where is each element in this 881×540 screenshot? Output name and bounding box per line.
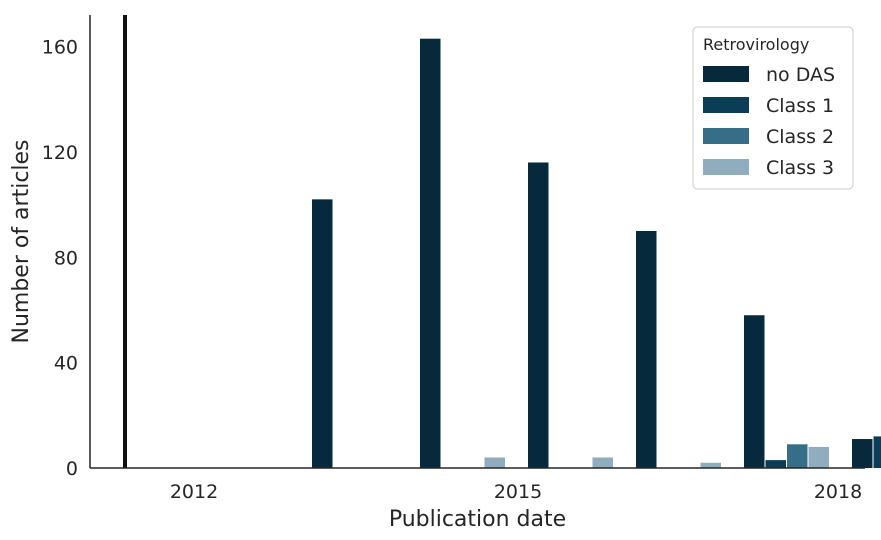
- bars-group: [312, 38, 881, 468]
- y-tick-label: 40: [54, 353, 78, 375]
- y-tick-label: 80: [54, 247, 78, 269]
- legend-items: no DAS Class 1 Class 2 Class 3: [703, 64, 835, 179]
- bar-no-das-2016: [636, 230, 657, 468]
- legend-swatch-class-1: [703, 97, 749, 113]
- legend-label-class-3: Class 3: [766, 157, 834, 179]
- bar-class-3-2016: [700, 462, 721, 468]
- legend-swatch-class-2: [703, 128, 749, 144]
- bar-class-1-2018: [873, 436, 881, 468]
- bar-no-das-2013: [312, 199, 333, 468]
- bar-no-das-2018: [852, 439, 873, 468]
- bar-class-1-2017: [765, 460, 786, 468]
- y-tick-label: 160: [42, 37, 78, 59]
- legend: Retrovirology no DAS Class 1 Class 2 Class …: [692, 26, 854, 190]
- y-tick-labels: 0 40 80 120 160: [42, 37, 78, 480]
- bar-class-3-2017: [808, 446, 829, 468]
- legend-label-class-2: Class 2: [766, 126, 834, 148]
- bar-class-3-2015: [592, 457, 613, 468]
- bar-class-3-2014: [484, 457, 505, 468]
- bar-no-das-2015: [528, 162, 549, 468]
- legend-title: Retrovirology: [703, 35, 809, 54]
- y-tick-label: 120: [42, 142, 78, 164]
- bar-no-das-2017: [744, 315, 765, 468]
- x-axis-label: Publication date: [389, 507, 566, 532]
- legend-swatch-class-3: [703, 159, 749, 175]
- x-tick-label: 2012: [170, 481, 218, 503]
- y-tick-label: 0: [66, 458, 78, 480]
- bar-no-das-2014: [420, 38, 441, 468]
- y-axis-label: Number of articles: [9, 139, 34, 343]
- x-tick-label: 2015: [494, 481, 542, 503]
- bar-class-2-2017: [787, 444, 808, 468]
- legend-label-class-1: Class 1: [766, 95, 834, 117]
- legend-label-no-das: no DAS: [766, 64, 835, 86]
- x-tick-label: 2018: [814, 481, 862, 503]
- x-tick-labels: 2012 2015 2018: [170, 481, 862, 503]
- legend-swatch-no-das: [703, 66, 749, 82]
